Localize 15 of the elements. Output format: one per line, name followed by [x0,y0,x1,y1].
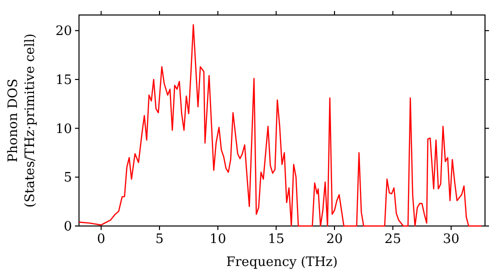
x-tick-label: 25 [384,232,402,247]
y-tick-label: 10 [55,122,72,137]
x-tick-label: 0 [97,232,106,247]
x-axis-title: Frequency (THz) [226,255,338,270]
line-series [79,24,482,227]
x-tick-label: 5 [155,232,164,247]
x-tick-label: 30 [442,232,460,247]
x-tick-label: 10 [210,232,226,247]
y-tick-label: 20 [55,24,72,40]
y-tick-label: 0 [64,220,72,235]
y-axis-title: Phonon DOS (States/THz·primitive cell) [6,33,38,208]
y-tick-label: 5 [64,170,72,186]
x-tick-label: 15 [268,232,284,247]
x-tick-label: 20 [326,232,343,247]
y-tick-label: 15 [55,73,72,88]
